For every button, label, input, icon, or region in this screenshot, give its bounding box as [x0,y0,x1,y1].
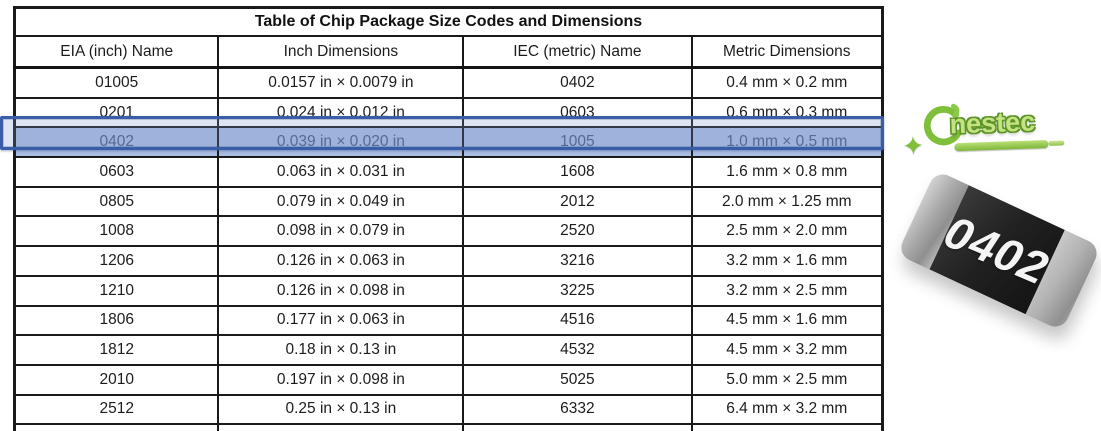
table-cell: 2.5 mm × 2.0 mm [690,215,884,248]
table-cell: 5.0 mm × 2.5 mm [690,363,884,396]
table-cell: 0402 [13,126,220,159]
table-cell: 1812 [13,334,220,366]
table-cell: 0805 [13,185,220,218]
table-title: Table of Chip Package Size Codes and Dim… [13,6,884,37]
table-cell: 3225 [462,274,693,307]
table-cell: 3.2 mm × 2.5 mm [690,274,884,307]
table-cell: 0.25 in × 0.13 in [217,393,465,426]
table-cell: 0.039 in × 0.020 in [217,126,465,159]
logo-underline [954,139,1049,152]
logo-star-icon: ✦ [901,130,925,162]
logo-text: nestec [949,106,1036,140]
table-row: 1008 0.098 in × 0.079 in 2520 2.5 mm × 2.0 … [13,215,884,248]
table-row: 1812 0.18 in × 0.13 in 4532 4.5 mm × 3.2 mm [13,334,884,366]
table-row: 1210 0.126 in × 0.098 in 3225 3.2 mm × 2.5 … [13,274,884,307]
column-header-metric-dimensions: Metric Dimensions [690,35,884,69]
table-cell: 4532 [462,334,693,366]
table-row: 0402 0.039 in × 0.020 in 1005 1.0 mm × 0.5 … [13,126,884,159]
chip-size-table: Table of Chip Package Size Codes and Dim… [13,6,884,431]
resistor-photo: 0402 [896,169,1101,332]
table-cell: 2512 [13,393,220,426]
table-cell: 0402 [462,66,693,99]
table-cell: 0.197 in × 0.098 in [217,363,465,396]
table-header-row: EIA (inch) Name Inch Dimensions IEC (met… [13,35,884,69]
table-row: 2512 0.25 in × 0.13 in 6332 6.4 mm × 3.2 mm [13,393,884,426]
table-cell: 0.126 in × 0.098 in [217,274,465,307]
table-cell: 1806 [13,304,220,337]
table-cell: 6332 [462,393,693,426]
table-cell: 0603 [13,156,220,188]
table-cell: 0201 [13,96,220,129]
table-row: 0805 0.079 in × 0.049 in 2012 2.0 mm × 1.25… [13,185,884,218]
table-cell: 3216 [462,245,693,277]
table-cell: 0.177 in × 0.063 in [217,304,465,337]
table-cell: 2920 [13,423,220,431]
table-cell: 0.0157 in × 0.0079 in [217,66,465,99]
logo-swirl-icon [923,103,962,146]
table-cell: 2.0 mm × 1.25 mm [690,185,884,218]
table-cell: 1210 [13,274,220,307]
table-cell: 5025 [462,363,693,396]
table-cell: 4.5 mm × 3.2 mm [690,334,884,366]
table-cell: 4516 [462,304,693,337]
column-header-iec-name: IEC (metric) Name [462,35,693,69]
table-row: 1806 0.177 in × 0.063 in 4516 4.5 mm × 1.6 … [13,304,884,337]
resistor-chip-body: 0402 [896,169,1101,332]
table-cell: (0.29 in × 0.20 in [217,423,465,431]
table-cell: 0.098 in × 0.079 in [217,215,465,248]
table-row: 2010 0.197 in × 0.098 in 5025 5.0 mm × 2.5 … [13,363,884,396]
table-row: 1206 0.126 in × 0.063 in 3216 3.2 mm × 1.6 … [13,245,884,277]
table-row: 0603 0.063 in × 0.031 in 1608 1.6 mm × 0.8 … [13,156,884,188]
table-cell: 0.4 mm × 0.2 mm [690,66,884,99]
table-cell: 0.079 in × 0.049 in [217,185,465,218]
table-cell: 1.0 mm × 0.5 mm [690,126,884,159]
table-cell: 1.6 mm × 0.8 mm [690,156,884,188]
table-cell: 0.126 in × 0.063 in [217,245,465,277]
column-header-inch-dimensions: Inch Dimensions [217,35,465,69]
table-cell: 2012 [462,185,693,218]
table-cell: 01005 [13,66,220,99]
table-cell: 0.063 in × 0.031 in [217,156,465,188]
table-cell: 0.6 mm × 0.3 mm [690,96,884,129]
table-cell: 0.024 in × 0.012 in [217,96,465,129]
table-cell: 0.18 in × 0.13 in [217,334,465,366]
table-cell: 6.4 mm × 3.2 mm [690,393,884,426]
table-title-row: Table of Chip Package Size Codes and Dim… [13,6,884,37]
table-body: 01005 0.0157 in × 0.0079 in 0402 0.4 mm × 0… [13,66,884,431]
table-cell: 1206 [13,245,220,277]
vendor-logo: ✦ nestec [901,97,1075,171]
table-cell: 7.4 mm × 5.1 mm [690,423,884,431]
table-cell: 0603 [462,96,693,129]
table-cell: 2520 [462,215,693,248]
table-cell: 2010 [13,363,220,396]
column-header-eia-name: EIA (inch) Name [13,35,220,69]
table-row: 01005 0.0157 in × 0.0079 in 0402 0.4 mm × 0… [13,66,884,99]
table-row: 0201 0.024 in × 0.012 in 0603 0.6 mm × 0.3 … [13,96,884,129]
table-cell: 4.5 mm × 1.6 mm [690,304,884,337]
table-cell: 1005 [462,126,693,159]
table-cell: 1008 [13,215,220,248]
table-cell: 3.2 mm × 1.6 mm [690,245,884,277]
chip-size-table-container: Table of Chip Package Size Codes and Dim… [13,6,884,431]
table-cell: 7451 [462,423,693,431]
table-row: 2920(0.29 in × 0.20 in74517.4 mm × 5.1 m… [13,423,884,431]
table-cell: 1608 [462,156,693,188]
